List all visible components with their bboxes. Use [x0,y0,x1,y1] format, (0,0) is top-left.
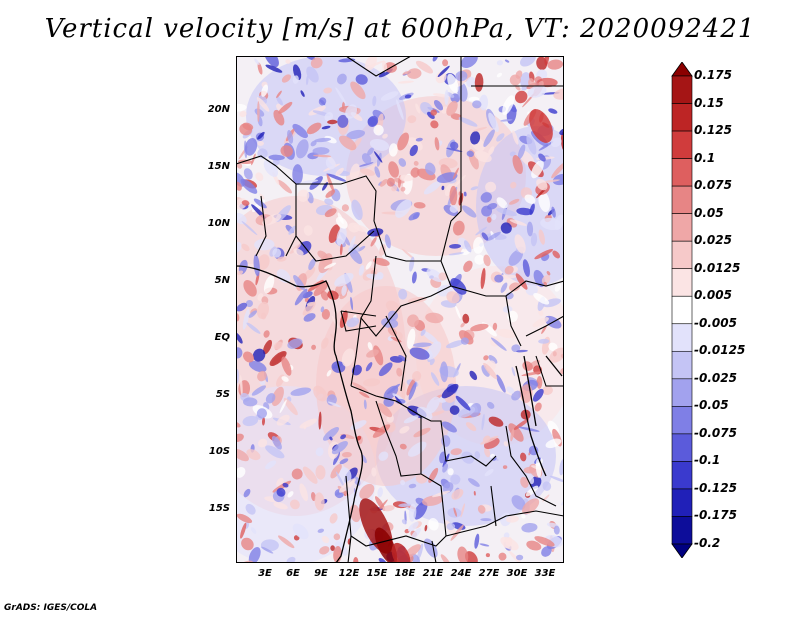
colorbar-label: -0.1 [694,453,721,468]
lon-label: 6E [286,568,300,579]
lon-label: 27E [478,568,500,579]
coastline [236,265,563,563]
colorbar-bin [671,103,693,132]
lat-label: 5N [214,275,230,286]
colorbar-bin [671,268,693,297]
colorbar-bottom-triangle [671,543,693,558]
lon-label: 24E [450,568,472,579]
colorbar-bin [671,378,693,407]
colorbar-label: -0.175 [694,508,737,523]
colorbar-label: -0.05 [694,398,729,413]
lat-label: 10S [208,446,230,457]
colorbar-label: 0.175 [694,68,732,82]
colorbar-label: 0.05 [694,205,724,220]
colorbar [671,62,693,558]
colorbar-bin [671,295,693,325]
colorbar-bin [671,488,693,517]
colorbar-top-triangle [671,62,693,77]
colorbar-label: 0.0125 [694,260,741,275]
footer-credit: GrADS: IGES/COLA [4,603,98,613]
lon-label: 33E [534,568,556,579]
colorbar-label: 0.1 [694,150,716,165]
lon-label: 12E [338,568,360,579]
lat-label: 15N [207,161,230,172]
lat-label: EQ [214,332,230,343]
colorbar-bin [671,130,693,159]
velocity-field [236,56,564,563]
colorbar-label: -0.005 [694,315,737,330]
colorbar-label: 0.005 [694,288,732,303]
country-borders [236,56,564,563]
colorbar-label: 0.025 [694,233,732,248]
colorbar-label: -0.0125 [694,343,746,358]
colorbar-bin [671,185,693,214]
colorbar-bin [671,461,693,490]
lat-label: 20N [207,104,230,115]
colorbar-label: -0.075 [694,425,737,440]
colorbar-bin [671,406,693,435]
lon-label: 30E [506,568,528,579]
map-panel [236,56,564,563]
colorbar-label: 0.125 [694,123,732,138]
lat-label: 10N [207,218,230,229]
colorbar-bin [671,433,693,462]
colorbar-label: 0.075 [694,178,732,193]
lon-label: 18E [394,568,416,579]
colorbar-bin [671,323,693,352]
colorbar-bin [671,240,693,270]
colorbar-bin [671,516,693,545]
lon-label: 3E [258,568,272,579]
colorbar-label: -0.2 [694,536,721,550]
colorbar-label: -0.125 [694,480,737,495]
lat-label: 5S [215,389,230,400]
colorbar-bin [671,350,693,380]
colorbar-label: -0.025 [694,370,737,385]
lon-label: 15E [366,568,388,579]
lon-label: 9E [314,568,328,579]
colorbar-bin [671,75,693,104]
lat-label: 15S [208,503,230,514]
colorbar-bin [671,213,693,242]
chart-title: Vertical velocity [m/s] at 600hPa, VT: 2… [44,14,756,44]
colorbar-label: 0.15 [694,95,724,110]
lon-label: 21E [422,568,444,579]
colorbar-bin [671,158,693,187]
